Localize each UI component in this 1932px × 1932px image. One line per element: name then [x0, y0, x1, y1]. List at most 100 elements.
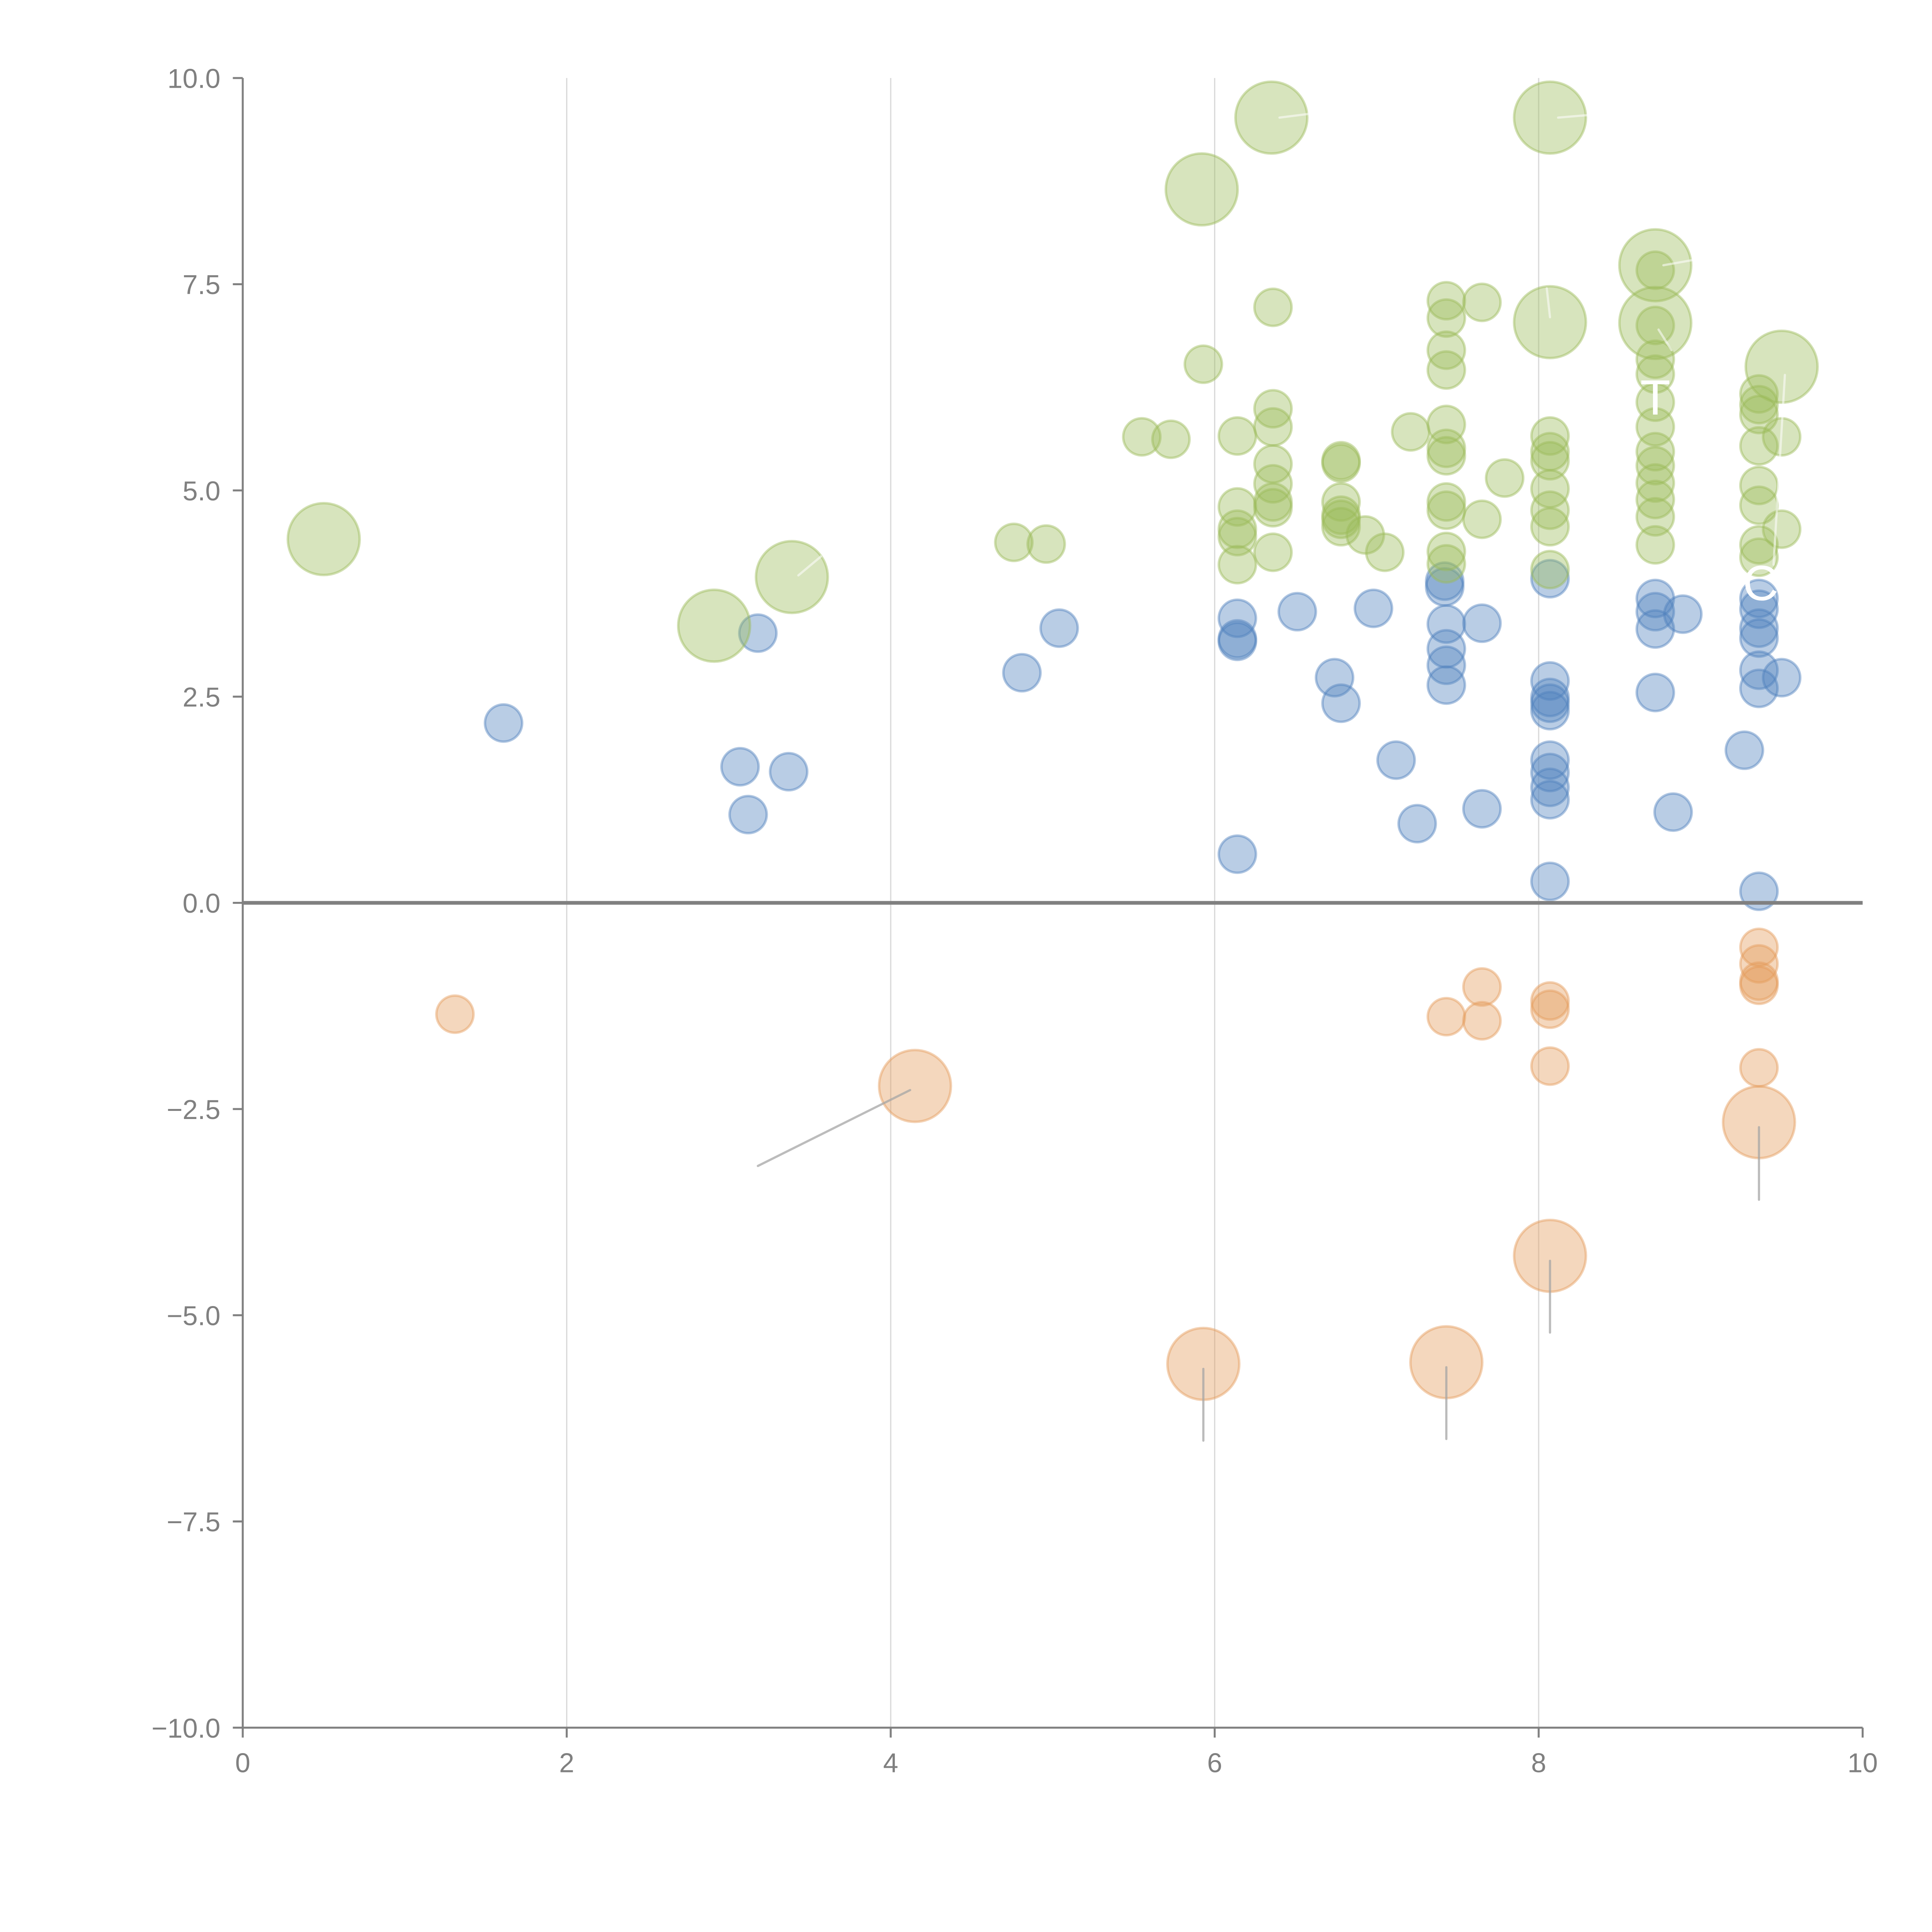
highlight-line: [1772, 374, 1786, 566]
bubble-high: [1426, 298, 1466, 338]
fragment-label: C: [1743, 556, 1779, 611]
bubble-low: [1530, 683, 1570, 723]
bubble-high: [1217, 487, 1257, 527]
bubble-low: [1217, 834, 1257, 874]
bubble-high: [1635, 463, 1675, 503]
bubble-low: [1425, 561, 1465, 601]
bubble-high: [1321, 495, 1361, 535]
bubble-high: [1151, 419, 1191, 459]
bubble-high: [1739, 395, 1779, 435]
x-tick-label: 8: [1531, 1748, 1546, 1778]
bubble-low: [1376, 740, 1416, 780]
bubble-layer: [286, 80, 1819, 1401]
bubble-high: [1530, 441, 1570, 481]
bubble-low: [1739, 871, 1779, 911]
bubble-high: [1217, 545, 1257, 585]
bubble-high: [1635, 480, 1675, 519]
bubble-low: [1762, 658, 1802, 698]
x-tick-label: 10: [1847, 1748, 1878, 1778]
y-tick-label: −5.0: [167, 1300, 220, 1331]
bubble-high: [286, 502, 361, 577]
bubble-low: [1739, 618, 1779, 658]
bubble-low: [769, 752, 809, 792]
bubble-low: [1426, 665, 1466, 705]
bubble-high: [1365, 532, 1405, 572]
bubble-low: [1653, 792, 1693, 832]
bubble-low: [1530, 740, 1570, 780]
bubble-low: [1277, 592, 1317, 632]
bubble-high: [1426, 429, 1466, 468]
bubble-low: [1462, 789, 1502, 829]
y-tick-label: 0.0: [182, 888, 220, 918]
highlight-line: [797, 555, 822, 577]
bubble-high: [1739, 426, 1779, 466]
bubble-high: [1462, 499, 1502, 539]
bubble-high: [1026, 524, 1066, 564]
bubble-low: [1321, 683, 1361, 723]
leader-line: [757, 1089, 912, 1167]
bubble-low: [1462, 603, 1502, 643]
bubble-high: [1635, 306, 1675, 345]
y-axis-ticks: 10.0 7.5 5.0 2.5 0.0 −2.5 −5.0 −7.5 −10.0: [151, 63, 243, 1743]
bubble-high: [1253, 287, 1293, 327]
highlight-line: [1546, 287, 1551, 318]
bubble-low: [1315, 658, 1355, 698]
bubble-high: [1739, 374, 1779, 414]
bubble-high: [1635, 497, 1675, 537]
y-tick-label: 2.5: [182, 682, 220, 713]
bubble-high: [1530, 469, 1570, 509]
bubble-high: [755, 540, 829, 614]
bubble-high: [1426, 544, 1466, 584]
bubble-low: [1354, 588, 1393, 628]
bubble-low: [1426, 645, 1466, 685]
x-tick-label: 0: [235, 1748, 250, 1778]
bubble-low: [1530, 780, 1570, 820]
bubble-high: [1321, 507, 1361, 547]
bubble-low: [720, 747, 760, 787]
bubble-high: [1530, 549, 1570, 590]
bubble-high: [1426, 405, 1466, 444]
bubble-low: [1530, 559, 1570, 599]
bubble-low: [1217, 619, 1257, 659]
bubble-high: [1762, 509, 1802, 549]
bubble-high: [1530, 432, 1570, 472]
bubble-high: [1253, 444, 1293, 484]
bubble-low: [1425, 567, 1465, 607]
bubble-high: [1426, 436, 1466, 476]
bubble-high: [1635, 382, 1675, 422]
bubble-low: [1530, 861, 1570, 901]
bubble-negative: [1426, 997, 1466, 1037]
bubble-low: [1426, 604, 1466, 644]
bubble-high: [1485, 458, 1525, 498]
bubble-high: [1253, 389, 1293, 429]
bubble-high: [1217, 517, 1257, 557]
bubble-high: [1618, 286, 1693, 361]
highlight-line: [1278, 112, 1313, 119]
x-axis-ticks: 0 2 4 6 8 10: [235, 1728, 1878, 1778]
bubble-low: [1739, 608, 1779, 648]
bubble-high: [1253, 482, 1293, 522]
bubble-low: [1663, 594, 1703, 634]
bubble-low: [1217, 598, 1257, 638]
bubble-high: [1530, 507, 1570, 547]
bubble-low: [1725, 730, 1764, 770]
bubble-high: [1530, 416, 1570, 456]
bubble-high: [1122, 417, 1162, 457]
bubble-high: [1513, 285, 1587, 359]
bubble-high: [1635, 525, 1675, 565]
bubble-negative: [1462, 1001, 1502, 1041]
bubble-negative: [1530, 1046, 1570, 1086]
bubble-low: [1397, 804, 1437, 844]
bubble-high: [1426, 490, 1466, 530]
bubble-low: [728, 794, 768, 835]
bubble-low: [1530, 767, 1570, 807]
bubble-high: [1739, 384, 1779, 425]
bubble-high: [1321, 482, 1361, 522]
bubble-negative: [1530, 981, 1570, 1021]
bubble-high: [1426, 281, 1466, 321]
bubble-low: [1635, 609, 1675, 649]
x-tick-label: 2: [559, 1748, 574, 1778]
bubble-low: [1530, 690, 1570, 731]
bubble-high: [1426, 350, 1466, 390]
bubble-high: [1530, 490, 1570, 530]
